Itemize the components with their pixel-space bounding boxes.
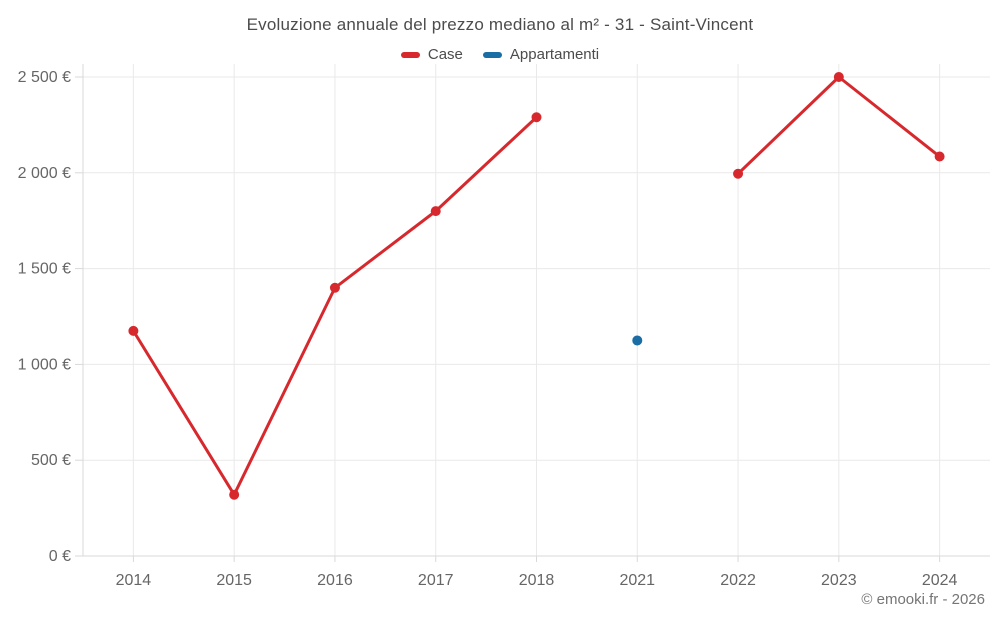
data-point-case-2014[interactable] bbox=[128, 325, 139, 336]
y-tick-label: 2 000 € bbox=[18, 165, 71, 182]
x-tick-label: 2024 bbox=[922, 572, 958, 589]
x-tick-label: 2018 bbox=[519, 572, 555, 589]
x-tick-label: 2016 bbox=[317, 572, 353, 589]
data-point-case-2015[interactable] bbox=[229, 489, 240, 500]
data-point-appartamenti-2021[interactable] bbox=[632, 335, 643, 346]
data-point-case-2018[interactable] bbox=[531, 112, 542, 123]
x-tick-label: 2021 bbox=[619, 572, 655, 589]
appartamenti-series-swatch-icon bbox=[482, 51, 502, 58]
legend-item-appartamenti[interactable]: Appartamenti bbox=[482, 46, 600, 63]
data-point-case-2022[interactable] bbox=[733, 168, 744, 179]
legend-label-appartamenti: Appartamenti bbox=[509, 46, 600, 63]
x-tick-label: 2022 bbox=[720, 572, 756, 589]
data-point-case-2017[interactable] bbox=[430, 206, 441, 217]
y-tick-label: 2 500 € bbox=[18, 69, 71, 86]
y-tick-label: 0 € bbox=[49, 548, 71, 565]
x-tick-label: 2015 bbox=[216, 572, 252, 589]
y-tick-label: 1 000 € bbox=[18, 356, 71, 373]
case-series-swatch-icon bbox=[400, 51, 420, 58]
legend-label-case: Case bbox=[427, 46, 463, 63]
watermark: © emooki.fr - 2026 bbox=[861, 591, 985, 608]
y-tick-label: 1 500 € bbox=[18, 261, 71, 278]
chart-title: Evoluzione annuale del prezzo mediano al… bbox=[246, 15, 754, 34]
data-point-case-2016[interactable] bbox=[329, 282, 340, 293]
data-point-case-2024[interactable] bbox=[934, 151, 945, 162]
x-tick-label: 2014 bbox=[116, 572, 152, 589]
x-tick-label: 2017 bbox=[418, 572, 454, 589]
data-point-case-2023[interactable] bbox=[833, 72, 844, 82]
legend: Case Appartamenti bbox=[0, 46, 1000, 63]
legend-item-case[interactable]: Case bbox=[400, 46, 463, 63]
y-tick-label: 500 € bbox=[31, 452, 71, 469]
x-tick-label: 2023 bbox=[821, 572, 857, 589]
